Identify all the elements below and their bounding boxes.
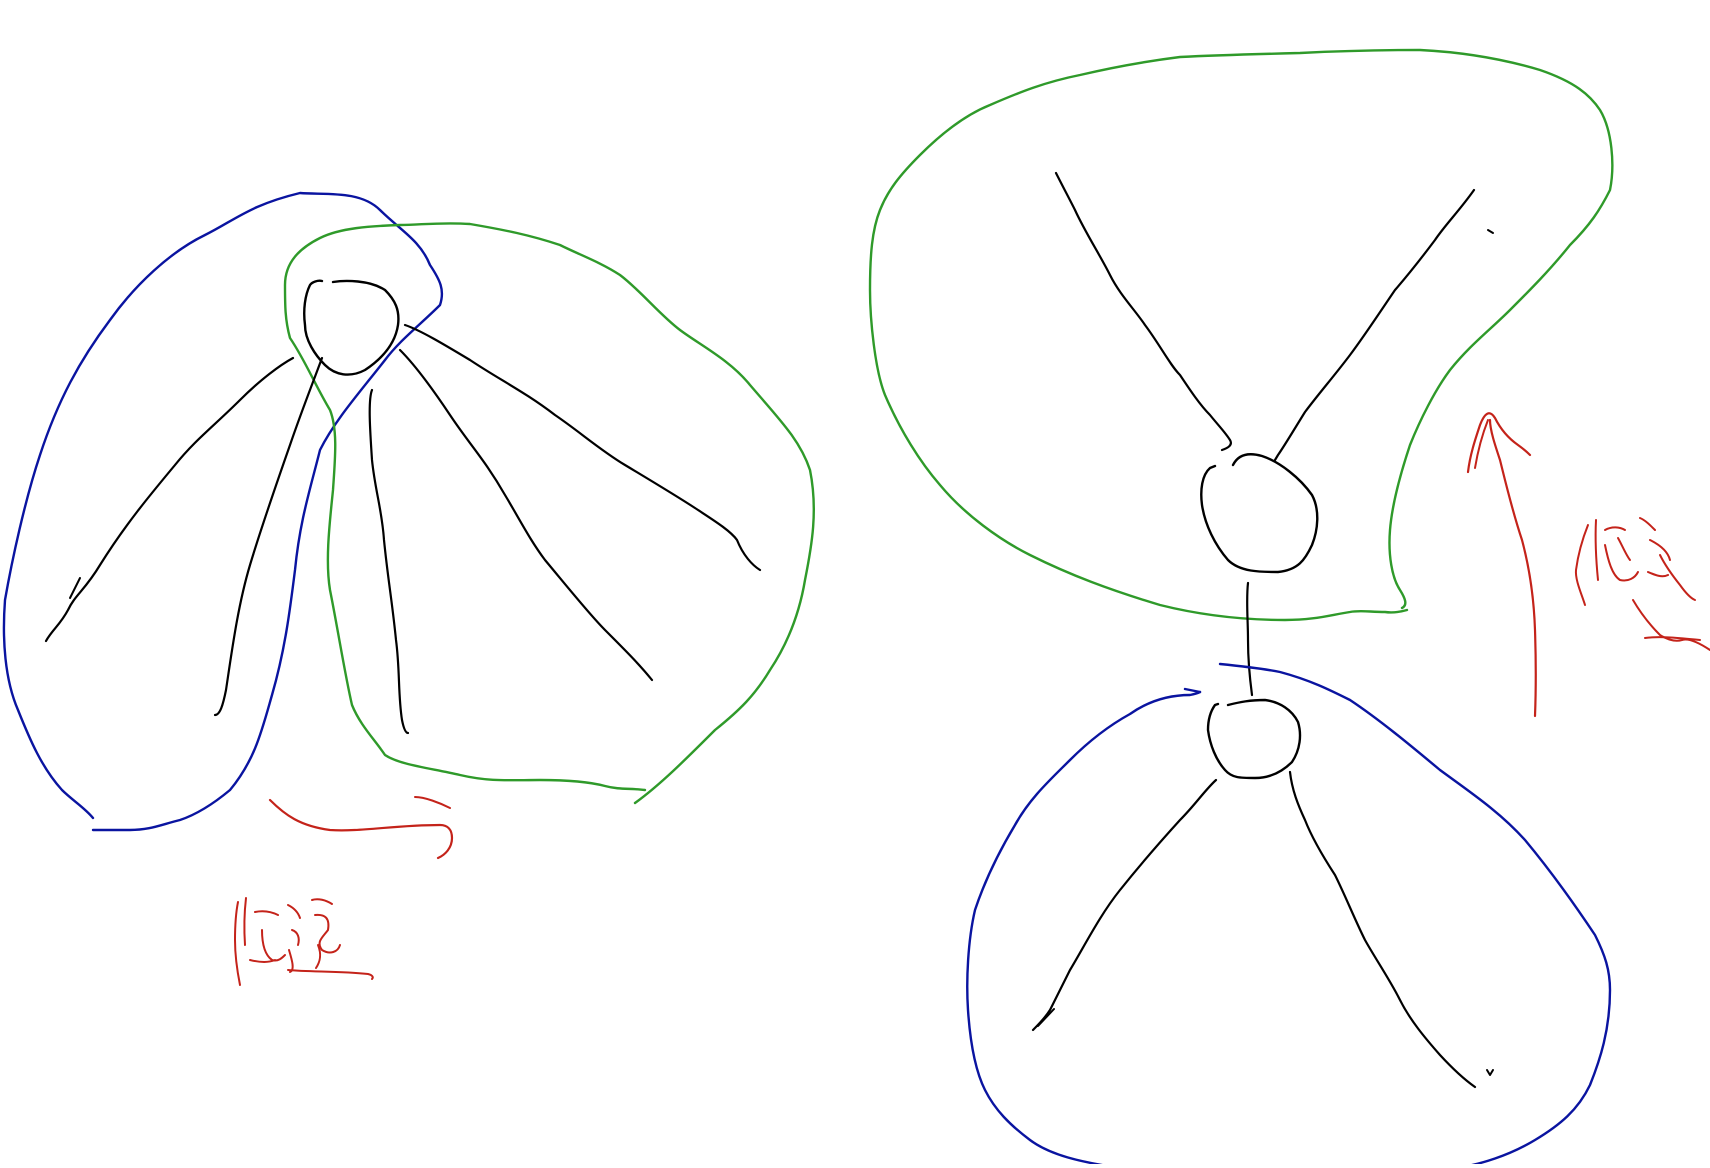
left-green-enclosure — [283, 222, 815, 805]
right-blue-enclosure-gap-end — [1183, 687, 1202, 694]
right-lower-branch-right — [1288, 770, 1477, 1089]
right-handwritten-annotation — [1574, 517, 1710, 651]
right-upper-tick — [1487, 229, 1494, 234]
right-arrow-head — [1466, 412, 1532, 474]
right-blue-enclosure — [966, 662, 1612, 1168]
left-branch-2 — [213, 356, 324, 717]
right-lower-branch-left — [1031, 778, 1218, 1032]
right-lower-branch-left-tip — [1037, 1008, 1055, 1027]
right-lower-node — [1206, 698, 1302, 780]
left-branch-4 — [398, 348, 654, 682]
right-green-enclosure — [868, 48, 1614, 622]
right-arrow-head-2 — [1474, 419, 1489, 469]
right-connecting-edge — [1246, 581, 1254, 697]
left-handwritten-annotation — [234, 897, 374, 986]
right-arrow-shaft — [1488, 418, 1537, 718]
left-arrow-head — [414, 796, 451, 809]
left-blue-enclosure — [2, 191, 444, 832]
left-branch-1 — [44, 356, 295, 643]
left-branch-1-tip — [69, 577, 81, 599]
right-upper-branch-left — [1054, 171, 1232, 452]
left-branch-3 — [368, 388, 410, 735]
right-upper-branch-right — [1273, 188, 1476, 462]
right-lower-tick — [1486, 1069, 1494, 1076]
left-arrow-mark — [268, 798, 454, 860]
left-diagram — [2, 191, 815, 986]
right-diagram — [868, 48, 1710, 1168]
right-upper-node — [1200, 453, 1319, 574]
left-branch-5 — [403, 323, 762, 572]
left-center-node — [303, 279, 400, 376]
